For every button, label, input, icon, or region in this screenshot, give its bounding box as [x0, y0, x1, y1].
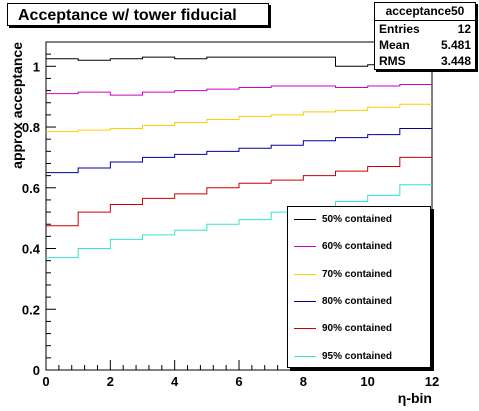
- chart-title: Acceptance w/ tower fiducial: [7, 3, 269, 26]
- series-line-3: [46, 103, 432, 133]
- x-tick-label: 0: [42, 374, 49, 389]
- series-line-5: [46, 156, 432, 227]
- stats-row-rms: RMS 3.448: [375, 53, 475, 69]
- legend-swatch: [294, 328, 316, 330]
- x-tick-label: 4: [171, 374, 179, 389]
- legend-swatch: [294, 300, 316, 302]
- series-line-1: [46, 56, 432, 67]
- stats-value: 5.481: [440, 38, 471, 52]
- x-tick-label: 12: [425, 374, 439, 389]
- y-axis-title: approx acceptance: [9, 42, 25, 169]
- y-tick-label: 0: [33, 363, 40, 378]
- legend-swatch: [294, 219, 316, 220]
- y-tick-label: 0.8: [22, 120, 40, 135]
- x-tick-label: 8: [300, 374, 307, 389]
- legend-entry: 90% contained: [288, 322, 428, 336]
- legend-entry: 50% contained: [288, 213, 428, 227]
- stats-value: 12: [457, 22, 471, 36]
- stats-label: Entries: [379, 22, 420, 36]
- legend-label: 70% contained: [322, 268, 393, 280]
- stats-name: acceptance50: [375, 3, 475, 21]
- series-line-6: [46, 184, 432, 259]
- y-tick-label: 0.2: [22, 302, 40, 317]
- x-tick-label: 10: [360, 374, 374, 389]
- legend-swatch: [294, 355, 316, 357]
- legend-swatch: [294, 273, 316, 275]
- y-tick-label: 1: [33, 59, 40, 74]
- legend-entry: 70% contained: [288, 268, 428, 282]
- legend-entry: 95% contained: [288, 350, 428, 364]
- legend-swatch: [294, 246, 316, 248]
- stats-label: Mean: [379, 38, 410, 52]
- series-line-4: [46, 128, 432, 174]
- legend-label: 95% contained: [322, 350, 393, 362]
- legend-label: 80% contained: [322, 295, 393, 307]
- x-tick-label: 6: [235, 374, 242, 389]
- legend-label: 50% contained: [322, 214, 393, 225]
- y-tick-label: 0.6: [22, 181, 40, 196]
- legend-entry: 60% contained: [288, 240, 428, 254]
- legend: 50% contained 60% contained 70% contained 8…: [287, 206, 431, 368]
- x-axis-title: η-bin: [398, 390, 432, 406]
- legend-label: 60% contained: [322, 241, 393, 253]
- stats-row-mean: Mean 5.481: [375, 37, 475, 53]
- stats-label: RMS: [379, 54, 406, 68]
- stats-row-entries: Entries 12: [375, 21, 475, 37]
- series-line-2: [46, 84, 432, 96]
- x-tick-label: 2: [107, 374, 114, 389]
- stats-value: 3.448: [440, 54, 471, 68]
- legend-entry: 80% contained: [288, 295, 428, 309]
- y-tick-label: 0.4: [22, 242, 41, 257]
- legend-label: 90% contained: [322, 323, 393, 335]
- stats-box: acceptance50 Entries 12 Mean 5.481 RMS 3…: [374, 2, 476, 70]
